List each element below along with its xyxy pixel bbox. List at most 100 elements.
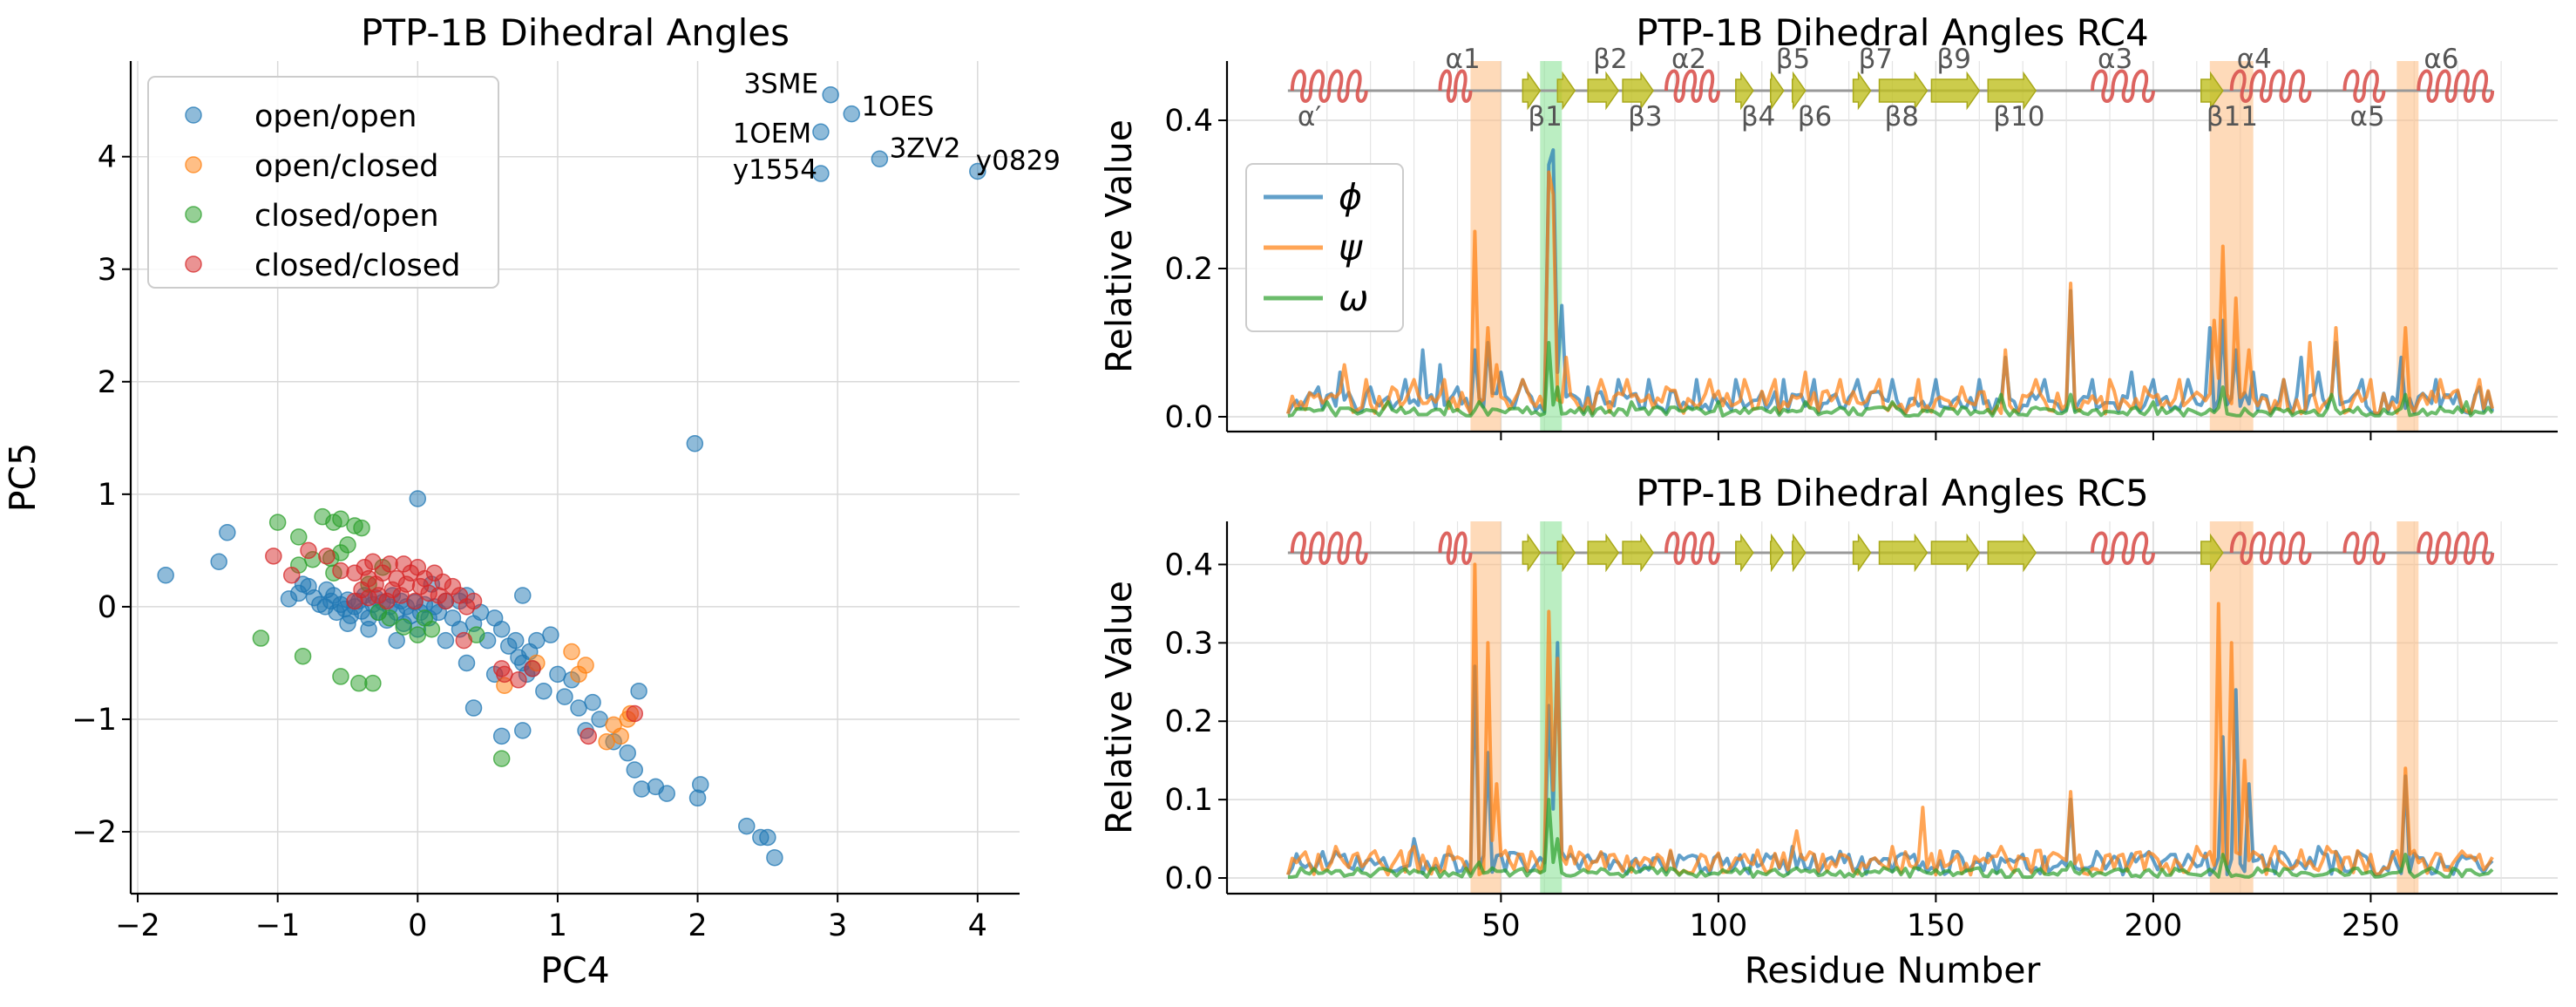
scatter-point-open-open (339, 615, 356, 633)
strand-glyph (1735, 71, 1754, 111)
scatter-point-closed-open (332, 668, 349, 685)
scatter-point-open-open (843, 105, 860, 123)
structure-label: β1 (1528, 101, 1563, 133)
scatter-point-open-open (766, 848, 783, 867)
y-tick-label: 0 (98, 590, 117, 625)
strand-glyph (1987, 533, 2037, 573)
legend-label: closed/closed (254, 248, 461, 283)
structure-label: β7 (1859, 44, 1894, 75)
y-axis-label: Relative Value (1098, 119, 1140, 373)
scatter-point-closed-open (353, 519, 370, 537)
helix-glyph (2417, 531, 2495, 565)
scatter-point-open-open (871, 150, 889, 168)
y-tick-label: 0.2 (1164, 252, 1213, 287)
y-tick-label: −1 (71, 703, 117, 738)
helix-glyph (2229, 531, 2312, 565)
scatter-point-closed-open (294, 647, 312, 665)
scatter-point-closed-closed (265, 548, 282, 565)
x-tick-label: 4 (968, 908, 987, 943)
x-tick-label: 150 (1907, 908, 1965, 943)
point-annotation: 3SME (743, 69, 818, 100)
scatter-point-open-closed (598, 733, 615, 751)
x-tick-label: 0 (408, 908, 427, 943)
scatter-point-open-open (812, 123, 830, 141)
point-annotation: 1OEM (733, 118, 811, 149)
legend-marker (185, 255, 202, 273)
point-annotation: y0829 (976, 145, 1061, 176)
y-tick-label: 0.4 (1164, 548, 1213, 582)
scatter-point-closed-closed (496, 665, 513, 684)
strand-glyph (1770, 71, 1785, 111)
scatter-point-open-open (969, 162, 986, 180)
y-tick-label: 0.2 (1164, 704, 1213, 739)
scatter-point-closed-closed (300, 541, 317, 560)
series-line-omega (1287, 341, 2494, 418)
scatter-point-open-open (812, 165, 830, 182)
x-tick-label: 2 (688, 908, 707, 943)
y-tick-label: 0.0 (1164, 400, 1213, 435)
y-tick-label: 0.4 (1164, 104, 1213, 139)
scatter-point-open-open (619, 744, 636, 762)
helix-glyph (2229, 69, 2312, 103)
scatter-point-open-open (157, 567, 174, 584)
helix-glyph (1290, 531, 1368, 565)
scatter-point-closed-open (268, 514, 287, 531)
scatter-point-closed-closed (464, 592, 483, 610)
scatter-point-closed-closed (332, 561, 349, 580)
helix-glyph (1664, 531, 1720, 565)
x-axis-label: PC4 (540, 949, 609, 991)
scatter-point-open-open (542, 626, 559, 643)
scatter-point-open-open (219, 523, 236, 541)
structure-label: α1 (1446, 44, 1481, 75)
strand-glyph (1770, 533, 1785, 573)
legend-label: ω (1339, 277, 1368, 319)
strand-glyph (1987, 71, 2037, 111)
scatter-point-closed-open (350, 674, 368, 692)
structure-label: β5 (1776, 44, 1811, 75)
y-axis-label: Relative Value (1098, 581, 1140, 834)
helix-glyph (2417, 69, 2495, 103)
structure-label: β6 (1798, 101, 1833, 133)
chart-title: PTP-1B Dihedral Angles (361, 11, 790, 54)
structure-label: β4 (1741, 101, 1776, 133)
strand-glyph (2200, 533, 2224, 573)
series-line-psi (1285, 170, 2495, 416)
strand-glyph (1791, 71, 1807, 111)
scatter-point-closed-open (290, 528, 308, 546)
x-tick-label: 3 (828, 908, 847, 943)
x-tick-label: 1 (548, 908, 567, 943)
helix-glyph (1290, 69, 1368, 103)
y-tick-label: 3 (98, 253, 117, 288)
strand-glyph (1878, 533, 1929, 573)
strand-glyph (1852, 533, 1872, 573)
scatter-point-open-open (692, 776, 709, 793)
scatter-point-closed-closed (360, 589, 377, 607)
x-tick-label: −2 (115, 908, 160, 943)
strand-glyph (1930, 71, 1981, 111)
y-tick-label: −2 (71, 815, 117, 850)
helix-glyph (2342, 69, 2386, 103)
point-annotation: 3ZV2 (890, 133, 961, 164)
scatter-point-closed-open (252, 629, 270, 647)
structure-label: α6 (2423, 44, 2458, 75)
scatter-point-open-open (759, 828, 776, 847)
scatter-point-closed-open (395, 618, 412, 636)
legend-frame (147, 76, 499, 289)
point-annotation: 1OES (861, 92, 933, 123)
structure-label: β11 (2207, 101, 2258, 133)
structure-label: β3 (1628, 101, 1663, 133)
scatter-point-closed-closed (437, 592, 455, 610)
legend-marker (185, 206, 202, 223)
structure-label: α2 (1671, 44, 1706, 75)
strand-glyph (1556, 533, 1576, 573)
strand-glyph (1522, 71, 1542, 111)
helix-glyph (1438, 531, 1473, 565)
scatter-point-open-open (626, 761, 644, 779)
scatter-point-closed-closed (346, 592, 363, 610)
scatter-point-open-open (388, 631, 405, 650)
series-line-psi (1285, 562, 2494, 877)
scatter-point-open-open (280, 590, 298, 608)
y-tick-label: 4 (98, 140, 117, 175)
helix-glyph (2342, 531, 2386, 565)
